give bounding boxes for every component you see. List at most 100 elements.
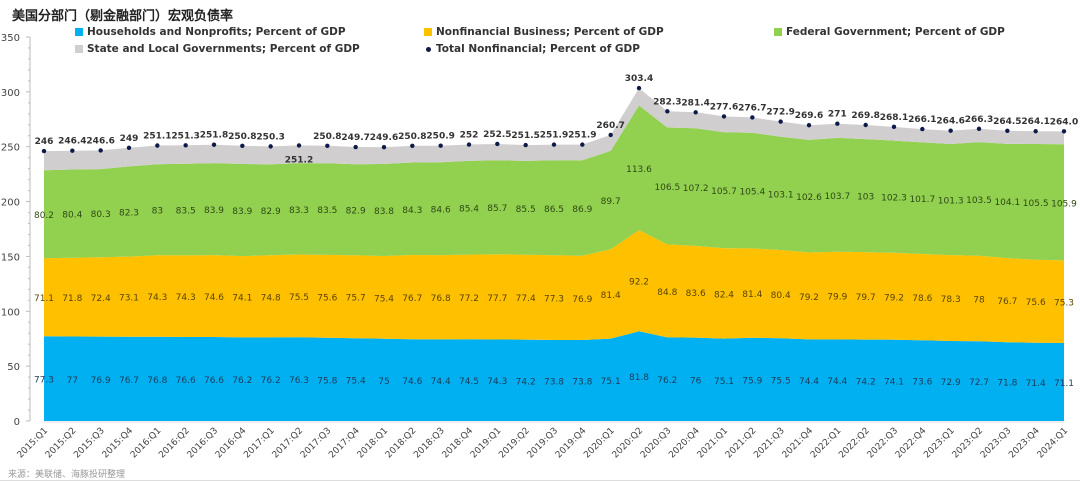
data-label-federal: 103.5 bbox=[966, 196, 992, 206]
y-tick-label: 50 bbox=[7, 362, 20, 373]
total-label: 277.6 bbox=[710, 102, 738, 112]
total-point bbox=[806, 123, 812, 128]
legend-swatch-business bbox=[424, 28, 432, 36]
total-point bbox=[835, 121, 840, 126]
data-label-households: 77.3 bbox=[34, 376, 54, 386]
data-label-households: 76.2 bbox=[261, 376, 281, 386]
total-label: 266.1 bbox=[908, 115, 936, 125]
legend-swatch-state-local bbox=[75, 45, 83, 53]
total-point bbox=[296, 143, 302, 148]
total-point bbox=[466, 142, 472, 147]
total-label: 251.1 bbox=[143, 132, 171, 142]
total-point bbox=[268, 144, 273, 149]
total-label: 250.8 bbox=[398, 132, 426, 142]
data-label-federal: 104.1 bbox=[994, 198, 1020, 208]
total-label: 251.3 bbox=[171, 131, 199, 141]
total-point bbox=[381, 144, 387, 150]
total-label: 264.6 bbox=[936, 117, 964, 127]
total-point bbox=[126, 145, 132, 151]
data-label-business: 77.3 bbox=[544, 295, 564, 305]
x-tick-label: 2024:Q1 bbox=[1036, 426, 1070, 460]
total-point bbox=[41, 148, 47, 154]
total-label: 250.8 bbox=[228, 132, 256, 142]
data-label-business: 78 bbox=[973, 295, 985, 305]
data-label-federal: 102.3 bbox=[881, 194, 907, 204]
data-label-federal: 105.5 bbox=[1023, 199, 1049, 209]
data-label-households: 75.1 bbox=[601, 377, 621, 387]
legend-label-state-local: State and Local Governments; Percent of … bbox=[87, 43, 360, 55]
total-point bbox=[693, 110, 698, 115]
data-label-households: 75.5 bbox=[771, 377, 791, 387]
total-label: 251.8 bbox=[200, 131, 228, 141]
total-point bbox=[353, 144, 358, 150]
data-label-federal: 103 bbox=[857, 193, 874, 203]
y-axis: 0 50 100 150 200 250 300 350 bbox=[1, 33, 31, 428]
data-label-business: 79.2 bbox=[884, 293, 904, 303]
data-label-business: 75.6 bbox=[317, 293, 337, 303]
data-label-households: 73.6 bbox=[912, 378, 932, 388]
data-label-business: 73.1 bbox=[119, 294, 139, 304]
data-label-households: 74.6 bbox=[402, 377, 422, 387]
data-label-business: 76.7 bbox=[402, 294, 422, 304]
total-point bbox=[325, 143, 330, 149]
data-label-federal: 85.4 bbox=[459, 205, 479, 215]
data-label-households: 74.4 bbox=[799, 377, 819, 387]
data-label-households: 81.8 bbox=[629, 373, 649, 383]
data-label-federal: 83.9 bbox=[232, 207, 252, 217]
data-label-households: 73.8 bbox=[544, 378, 564, 388]
total-label: 250.3 bbox=[256, 132, 284, 142]
data-label-federal: 83.3 bbox=[289, 206, 309, 216]
data-label-federal: 85.5 bbox=[516, 205, 536, 215]
data-label-federal: 82.9 bbox=[261, 207, 281, 217]
legend-swatch-households bbox=[75, 28, 83, 36]
data-label-households: 76.3 bbox=[289, 376, 309, 386]
data-label-households: 74.3 bbox=[487, 377, 507, 387]
total-point bbox=[183, 143, 188, 148]
data-label-households: 76.7 bbox=[119, 376, 139, 386]
data-label-federal: 105.4 bbox=[739, 188, 765, 198]
total-label: 264.5 bbox=[993, 117, 1021, 127]
total-label: 276.7 bbox=[738, 103, 766, 113]
data-label-federal: 84.3 bbox=[402, 206, 422, 216]
data-label-federal: 82.9 bbox=[346, 207, 366, 217]
legend-item-total: Total Nonfinancial; Percent of GDP bbox=[424, 43, 640, 55]
data-label-households: 72.9 bbox=[941, 378, 961, 388]
total-point bbox=[863, 122, 868, 128]
data-label-business: 76.8 bbox=[431, 294, 451, 304]
data-label-federal: 83 bbox=[152, 207, 163, 217]
data-label-business: 81.4 bbox=[742, 290, 762, 300]
data-label-households: 76.6 bbox=[176, 376, 196, 386]
total-label: 269.8 bbox=[851, 111, 879, 121]
data-label-households: 76.2 bbox=[657, 376, 677, 386]
total-point bbox=[1005, 128, 1010, 134]
source-note: 来源：美联储、海豚投研整理 bbox=[8, 470, 126, 480]
total-point bbox=[778, 119, 783, 124]
total-label: 249.7 bbox=[341, 133, 369, 143]
data-label-households: 76 bbox=[690, 376, 702, 386]
data-label-business: 75.3 bbox=[1054, 299, 1074, 309]
data-label-households: 71.1 bbox=[1054, 379, 1074, 389]
total-points: 246 246.4 246.6 249 251.1 251.3 251.8 250.8 250.… bbox=[35, 74, 1079, 165]
data-label-federal: 102.6 bbox=[796, 193, 822, 203]
data-label-federal: 83.5 bbox=[176, 207, 196, 217]
data-label-households: 76.2 bbox=[232, 376, 252, 386]
data-label-households: 74.1 bbox=[884, 377, 904, 387]
data-label-business: 81.4 bbox=[601, 291, 621, 301]
total-label: 252.5 bbox=[483, 130, 511, 140]
data-label-households: 76.9 bbox=[91, 376, 111, 386]
y-tick-label: 350 bbox=[1, 33, 20, 44]
total-label: 269.6 bbox=[795, 111, 823, 121]
data-label-federal: 85.7 bbox=[487, 204, 507, 214]
total-label: 250.9 bbox=[426, 132, 454, 142]
data-label-federal: 107.2 bbox=[683, 184, 709, 194]
data-label-federal: 105.9 bbox=[1051, 199, 1077, 209]
total-label: 266.3 bbox=[965, 115, 993, 125]
x-axis: 2015:Q12015:Q22015:Q32015:Q42016:Q12016:… bbox=[16, 421, 1070, 461]
legend-label-households: Households and Nonprofits; Percent of GD… bbox=[87, 26, 346, 38]
area-business bbox=[44, 230, 1064, 343]
data-label-business: 92.2 bbox=[629, 278, 649, 288]
data-label-households: 75.9 bbox=[742, 376, 762, 386]
total-label: 246.4 bbox=[58, 137, 86, 147]
data-label-business: 72.4 bbox=[91, 294, 111, 304]
total-label: 303.4 bbox=[625, 74, 653, 84]
